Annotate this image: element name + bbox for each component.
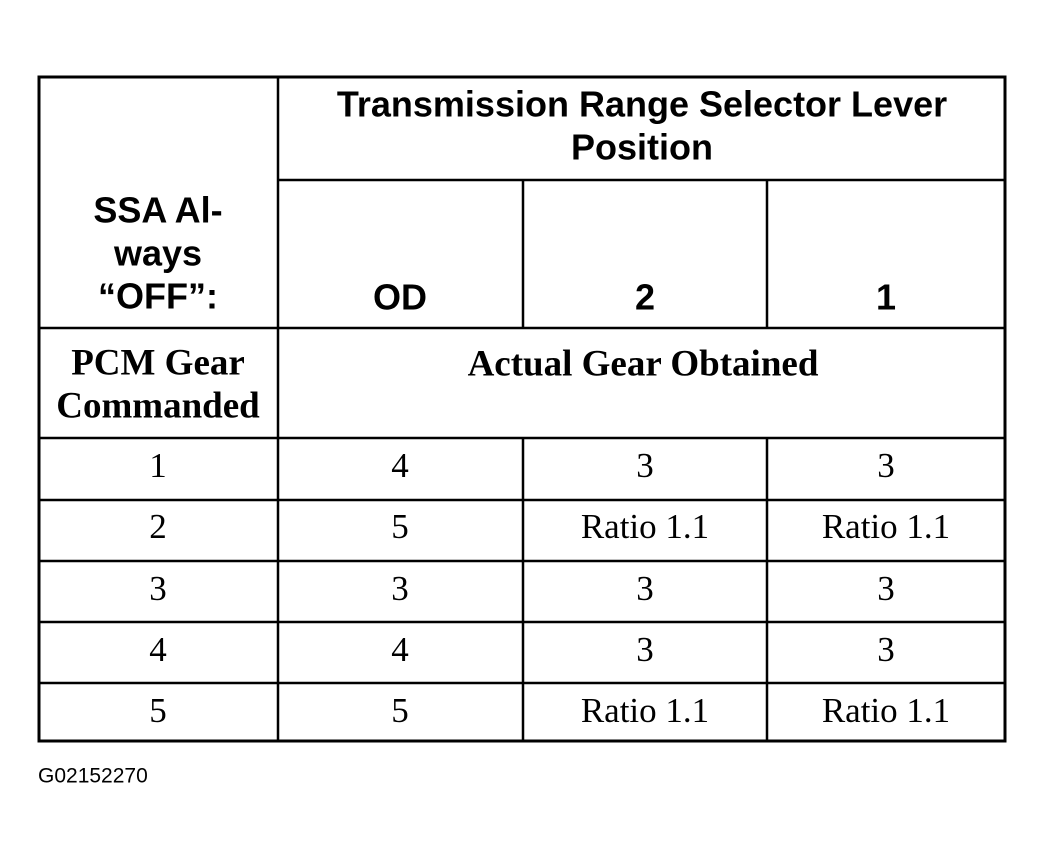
table-cell: 3 [877,569,895,608]
table-cell: Ratio 1.1 [822,507,950,546]
header-title: Position [571,127,713,168]
table-cell: 3 [877,446,895,485]
row-label-header: PCM Gear [71,342,245,383]
table-cell: 5 [391,507,409,546]
table-cell: Ratio 1.1 [822,691,950,730]
table-cell: 4 [391,630,409,669]
caption: G02152270 [38,765,148,788]
table-grid [37,75,1007,743]
table-cell: 3 [149,569,167,608]
table-cell: Ratio 1.1 [581,507,709,546]
table-cell: 3 [391,569,409,608]
table-cell: 5 [391,691,409,730]
header-title: Transmission Range Selector Lever [337,84,947,125]
table-cell: 1 [149,446,167,485]
column-header: 1 [876,277,896,318]
corner-label: ways [113,233,202,274]
row-label-header: Commanded [56,385,260,426]
group-label: Actual Gear Obtained [468,343,819,384]
table-cell: Ratio 1.1 [581,691,709,730]
corner-label: SSA Al- [93,190,222,231]
column-header: OD [373,277,427,318]
table-cell: 4 [149,630,167,669]
table-cell: 4 [391,446,409,485]
table-cell: 3 [636,630,654,669]
table-cell: 3 [877,630,895,669]
table-cell: 5 [149,691,167,730]
table-cell: 2 [149,507,167,546]
corner-label: “OFF”: [98,276,218,317]
column-header: 2 [635,277,655,318]
table-cell: 3 [636,569,654,608]
table-cell: 3 [636,446,654,485]
